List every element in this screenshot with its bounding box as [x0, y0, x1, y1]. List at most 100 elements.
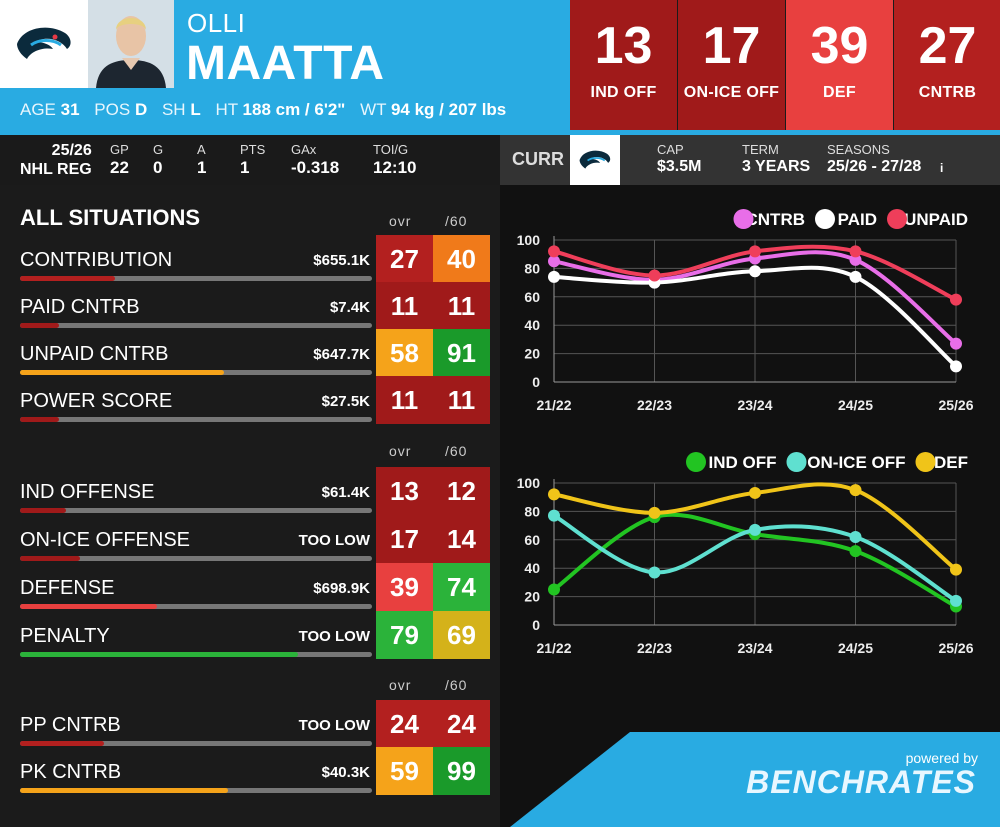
score-tile: 39 DEF [786, 0, 893, 130]
x-tick-label: 22/23 [637, 640, 672, 656]
ovr-cell: 17 [376, 515, 433, 563]
player-header: OLLI MAATTA AGE 31 POS D SH L HT 188 cm … [0, 0, 570, 135]
rating-row: POWER SCORE $27.5K 11 11 [0, 376, 500, 424]
data-point [648, 566, 661, 579]
legend-swatch [887, 209, 907, 229]
legend-label: UNPAID [904, 210, 968, 229]
pos-label: POS [94, 100, 131, 119]
component-trend-chart: 0 20 40 60 80 100 21/22 22/23 23/24 24/25 25/26 DEF… [517, 452, 974, 656]
tile-value: 17 [702, 17, 761, 75]
rating-bar-track [20, 604, 372, 609]
ovr-cell: 39 [376, 563, 433, 611]
per60-column-header: /60 [445, 213, 468, 229]
tile-label: CNTRB [918, 84, 977, 101]
tile-value: 27 [918, 17, 977, 75]
rating-name: ON-ICE OFFENSE [20, 529, 191, 551]
y-tick-label: 60 [524, 532, 540, 548]
rating-bar-track [20, 508, 372, 513]
contract-bar: CURR CAP $3.5M TERM 3 YEARS SEASONS 25/26 -… [500, 135, 1000, 185]
toi-value: 12:10 [373, 158, 417, 177]
legend-label: DEF [934, 453, 968, 472]
section-title: ALL SITUATIONS [20, 205, 201, 230]
data-point [849, 484, 862, 497]
rating-dollar-value: $40.3K [321, 764, 370, 781]
data-point [950, 293, 962, 306]
per60-cell: 11 [433, 282, 490, 330]
gax-label: GAx [291, 142, 317, 157]
rating-bar-fill [20, 556, 80, 561]
per60-column-header: /60 [445, 443, 468, 459]
ratings-panel: ALL SITUATIONS ovr/60 CONTRIBUTION $655.1K… [0, 185, 500, 827]
rating-name: IND OFFENSE [20, 481, 155, 503]
rating-row: ON-ICE OFFENSE TOO LOW 17 14 [0, 515, 500, 563]
rating-bar-fill [20, 652, 299, 657]
score-tile: 17 ON-ICE OFF [678, 0, 785, 130]
data-point [950, 594, 962, 607]
legend-swatch [915, 452, 936, 472]
per60-cell: 24 [433, 700, 490, 748]
gax-value: -0.318 [291, 158, 340, 177]
seasons-label: SEASONS [827, 142, 890, 157]
data-point [749, 486, 761, 499]
pts-label: PTS [240, 142, 266, 157]
term-value: 3 YEARS [742, 158, 811, 175]
rating-bar-fill [20, 604, 158, 609]
rating-dollar-value: TOO LOW [298, 717, 370, 734]
toi-label: TOI/G [373, 142, 409, 157]
wt-label: WT [360, 100, 387, 119]
y-tick-label: 0 [532, 617, 540, 633]
ovr-cell: 24 [376, 700, 433, 748]
tile-label: ON-ICE OFF [683, 84, 780, 101]
current-team-logo [570, 135, 620, 185]
benchrates-logo: BENCHRATES [746, 764, 976, 800]
x-tick-label: 21/22 [536, 397, 571, 413]
per60-cell: 40 [433, 235, 490, 283]
tile-value: 13 [594, 17, 653, 75]
rating-bar-fill [20, 323, 59, 328]
rating-bar-track [20, 417, 372, 422]
ovr-cell: 79 [376, 611, 433, 659]
per60-cell: 99 [433, 747, 490, 795]
rating-bar-fill [20, 276, 116, 281]
rating-row: PAID CNTRB $7.4K 11 11 [0, 282, 500, 330]
x-tick-label: 21/22 [536, 640, 571, 656]
rating-dollar-value: TOO LOW [298, 628, 370, 645]
y-tick-label: 60 [524, 289, 540, 305]
player-photo [88, 0, 174, 88]
rating-row: PP CNTRB TOO LOW 24 24 [0, 700, 500, 748]
age-label: AGE [20, 100, 56, 119]
contribution-trend-chart: 0 20 40 60 80 100 21/22 22/23 23/24 24/25 25/26 UNP… [517, 209, 974, 413]
legend-swatch [733, 209, 754, 229]
data-point [749, 265, 761, 278]
a-value: 1 [197, 158, 207, 177]
y-tick-label: 20 [524, 589, 540, 605]
rating-bar-fill [20, 741, 105, 746]
league-label: NHL REG [20, 161, 92, 178]
y-tick-label: 40 [524, 317, 540, 333]
rating-name: PAID CNTRB [20, 296, 140, 318]
y-tick-label: 0 [532, 374, 540, 390]
info-icon[interactable]: i [940, 161, 944, 175]
y-tick-label: 20 [524, 346, 540, 362]
data-point [749, 245, 761, 258]
seasons-value: 25/26 - 27/28 [827, 158, 922, 175]
y-tick-label: 80 [524, 260, 540, 276]
x-tick-label: 22/23 [637, 397, 672, 413]
sh-value: L [190, 100, 201, 119]
rating-row: DEFENSE $698.9K 39 74 [0, 563, 500, 611]
sh-label: SH [161, 100, 186, 119]
legend-label: PAID [838, 210, 877, 229]
data-point [548, 270, 560, 283]
legend-swatch [686, 452, 706, 472]
x-tick-label: 24/25 [838, 640, 873, 656]
rating-dollar-value: $27.5K [321, 393, 370, 410]
data-point [849, 253, 862, 266]
rating-bar-track [20, 741, 372, 746]
data-point [548, 509, 560, 522]
ovr-cell: 59 [376, 747, 433, 795]
per60-cell: 11 [433, 376, 490, 424]
legend-label: IND OFF [709, 453, 777, 472]
rating-bar-fill [20, 370, 225, 375]
rating-row: CONTRIBUTION $655.1K 27 40 [0, 235, 500, 283]
